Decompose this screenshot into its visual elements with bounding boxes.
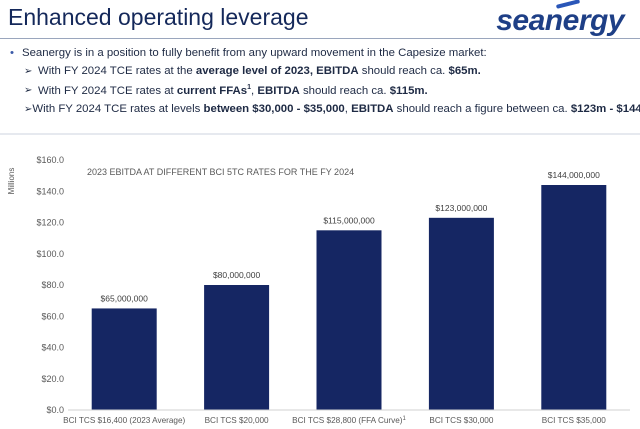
sub-bullet-2-text: With FY 2024 TCE rates at current FFAs1,… [38,84,428,97]
bar-data-label: $144,000,000 [548,170,600,180]
chart-title: 2023 EBITDA AT DIFFERENT BCI 5TC RATES F… [87,167,354,177]
bullet-dot-icon: • [10,47,14,59]
y-tick-label: $60.0 [41,311,64,321]
y-tick-label: $160.0 [36,155,64,165]
sub-bullet-3-bold1: between $30,000 - $35,000 [203,103,345,115]
sub-bullet-2-mid: , [251,84,258,97]
sub-bullet-3-bold3: $123m - $144m. [570,103,640,115]
y-tick-label: $80.0 [41,280,64,290]
x-category-label: BCI TCS $28,800 (FFA Curve)1 [292,416,406,425]
bar [541,185,607,410]
sub-bullet-3-mid: , [344,103,352,115]
bar [428,217,494,410]
sub-bullet-3: ➢ With FY 2024 TCE rates at levels betwe… [24,103,640,117]
y-tick-label: $120.0 [36,218,64,228]
slide-title: Enhanced operating leverage [8,4,309,30]
arrow-bullet-icon: ➢ [24,85,33,96]
y-tick-label: $0.0 [46,405,64,415]
sub-bullet-1-bold2: $65m. [448,65,481,77]
sub-bullet-2-post: should reach ca. [299,84,390,97]
bar [204,285,270,410]
main-bullet-text: Seanergy is in a position to fully benef… [22,47,487,59]
sub-bullet-3-pre: With FY 2024 TCE rates at levels [32,103,204,115]
y-tick-label: $140.0 [36,186,64,196]
x-category-label: BCI TCS $16,400 (2023 Average) [63,416,185,425]
sub-bullet-3-text: With FY 2024 TCE rates at levels between… [32,103,640,115]
section-separator [0,133,640,135]
sub-bullet-2-bold3: $115m. [389,84,428,97]
main-bullet: • Seanergy is in a position to fully ben… [10,47,635,59]
bar-data-label: $123,000,000 [435,203,487,213]
sub-bullet-1-bold1: average level of 2023, EBITDA [195,65,359,77]
sub-bullet-3-post: should reach a figure between ca. [393,103,571,115]
x-category-label: BCI TCS $30,000 [429,416,493,425]
bullet-list: • Seanergy is in a position to fully ben… [10,47,640,122]
x-category-label: BCI TCS $20,000 [205,416,269,425]
y-tick-label: $100.0 [36,249,64,259]
y-tick-label: $20.0 [41,374,64,384]
sub-bullet-2-bold1: current FFAs [176,84,248,97]
sub-bullet-2-pre: With FY 2024 TCE rates at [38,84,177,97]
bar [91,308,157,410]
category-footnote-marker: 1 [403,416,407,422]
sub-bullet-1-text: With FY 2024 TCE rates at the average le… [38,65,481,77]
sub-bullet-1-mid: should reach ca. [358,65,449,77]
sub-bullet-1-pre: With FY 2024 TCE rates at the [38,65,196,77]
sub-bullet-1: ➢ With FY 2024 TCE rates at the average … [24,65,635,79]
seanergy-logo: seanergy [496,4,624,37]
bar-data-label: $80,000,000 [213,270,261,280]
arrow-bullet-icon: ➢ [24,104,33,115]
bar-data-label: $65,000,000 [101,293,149,303]
arrow-bullet-icon: ➢ [24,66,33,77]
footnote-marker: 1 [247,84,252,91]
x-category-label: BCI TCS $35,000 [542,416,606,425]
bar-data-label: $115,000,000 [323,215,375,225]
sub-bullet-3-bold2: EBITDA [351,103,394,115]
sub-bullet-2-bold2: EBITDA [257,84,300,97]
sub-bullet-2: ➢ With FY 2024 TCE rates at current FFAs… [24,84,635,98]
title-divider [0,38,640,39]
y-axis-label: Millions [7,168,16,195]
y-tick-label: $40.0 [41,343,64,353]
bar [316,230,382,410]
